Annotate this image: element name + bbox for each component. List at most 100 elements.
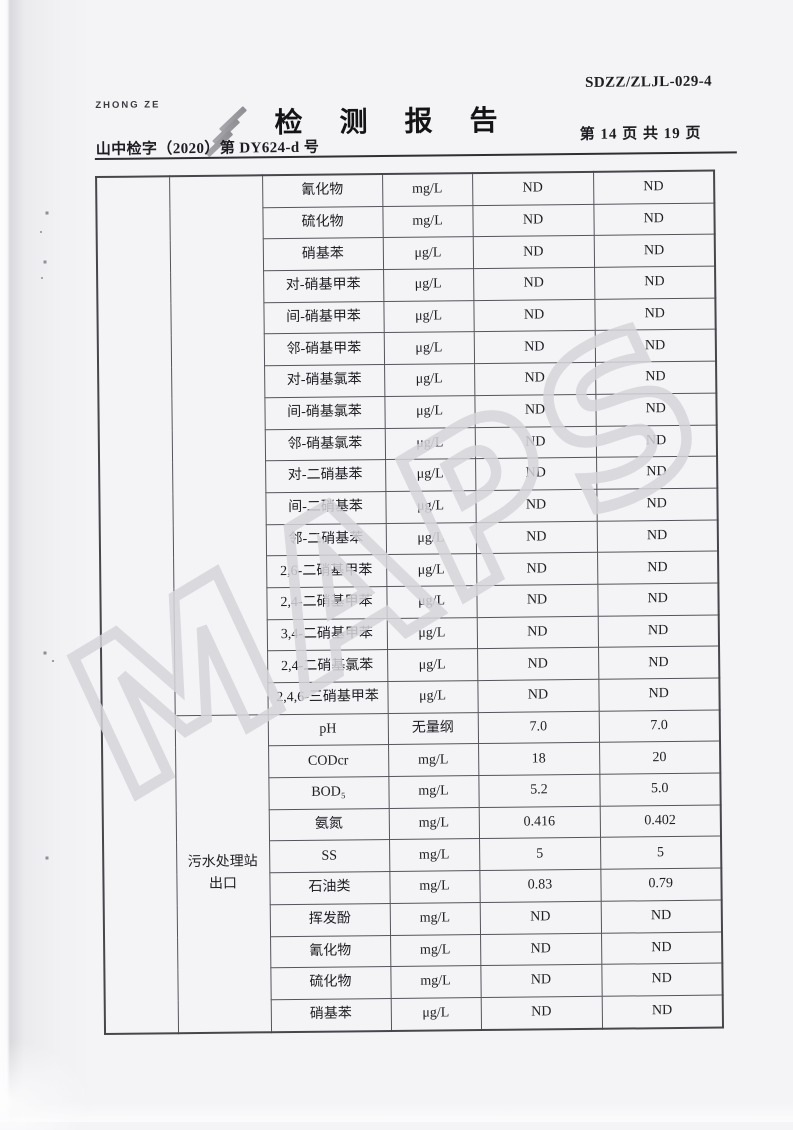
parameter-cell: 对-硝基氯苯: [264, 364, 385, 398]
parameter-cell: BOD₅: [268, 776, 389, 810]
unit-cell: μg/L: [385, 490, 476, 524]
parameter-cell: 2,6-二硝基甲苯: [266, 554, 387, 588]
results-table: 氰化物 mg/L ND ND 硫化物 mg/L ND ND 硝基苯 μg/L ND ND 对-硝基甲苯 μ…: [95, 169, 725, 1035]
value-2-cell: ND: [595, 392, 717, 426]
scan-left-shadow: [0, 0, 95, 1122]
parameter-cell: 石油类: [269, 871, 390, 905]
value-2-cell: ND: [601, 963, 723, 997]
unit-cell: mg/L: [382, 173, 473, 207]
parameter-cell: pH: [267, 713, 389, 747]
unit-cell: μg/L: [387, 680, 478, 714]
parameter-cell: 硝基苯: [262, 237, 384, 271]
parameter-cell: CODcr: [268, 744, 389, 778]
unit-cell: μg/L: [384, 395, 475, 429]
parameter-cell: 对-硝基甲苯: [263, 269, 384, 303]
value-2-cell: 5.0: [599, 773, 721, 807]
value-2-cell: 5: [600, 836, 722, 870]
parameter-cell: 2,4-二硝基甲苯: [266, 586, 387, 620]
value-1-cell: ND: [473, 267, 595, 301]
unit-cell: mg/L: [388, 743, 479, 777]
value-1-cell: ND: [476, 615, 599, 649]
unit-cell: mg/L: [389, 870, 480, 904]
unit-cell: μg/L: [384, 427, 476, 460]
value-2-cell: 20: [599, 741, 721, 775]
value-1-cell: 0.416: [478, 806, 601, 840]
value-2-cell: ND: [593, 170, 715, 205]
value-1-cell: ND: [476, 552, 598, 586]
sample-location-cell: 污水处理站 出口: [174, 714, 272, 1033]
value-1-cell: ND: [475, 520, 598, 554]
value-1-cell: ND: [472, 171, 594, 206]
value-2-cell: ND: [596, 487, 718, 521]
value-2-cell: ND: [600, 899, 723, 933]
page-number-info: 第 14 页 共 19 页: [579, 125, 702, 143]
value-2-cell: 0.79: [600, 868, 722, 902]
value-2-cell: ND: [595, 424, 718, 458]
parameter-cell: SS: [269, 839, 390, 873]
sample-location-line: 出口: [208, 876, 238, 892]
parameter-cell: 硫化物: [270, 966, 391, 1000]
unit-cell: μg/L: [386, 617, 478, 650]
parameter-cell: 邻-硝基甲苯: [263, 332, 385, 366]
parameter-cell: 邻-二硝基苯: [265, 523, 387, 557]
value-2-cell: ND: [597, 614, 720, 648]
sample-location-cell: [169, 175, 268, 716]
scan-bottom-shadow: [0, 1102, 793, 1122]
document-code: SDZZ/ZLJL-029-4: [585, 73, 713, 91]
parameter-cell: 邻-硝基氯苯: [264, 428, 386, 461]
unit-cell: mg/L: [389, 839, 480, 872]
unit-cell: μg/L: [383, 268, 474, 302]
value-1-cell: 5: [479, 837, 601, 871]
unit-cell: mg/L: [388, 775, 479, 809]
value-1-cell: ND: [472, 235, 595, 269]
parameter-cell: 间-二硝基苯: [265, 491, 386, 525]
value-2-cell: ND: [594, 297, 716, 331]
unit-cell: mg/L: [389, 902, 481, 936]
value-1-cell: ND: [477, 647, 599, 681]
paper-corner-highlight: [0, 1040, 90, 1130]
value-1-cell: 5.2: [478, 774, 600, 808]
sample-type-cell: [96, 176, 179, 1034]
value-1-cell: ND: [475, 457, 597, 491]
unit-cell: μg/L: [386, 585, 477, 619]
parameter-cell: 间-硝基甲苯: [263, 301, 384, 335]
value-1-cell: ND: [474, 394, 596, 428]
parameter-cell: 挥发酚: [269, 903, 391, 937]
scan-dust-specks: [0, 0, 2, 2]
value-2-cell: ND: [597, 582, 719, 616]
unit-cell: mg/L: [382, 205, 473, 238]
unit-cell: μg/L: [386, 553, 477, 587]
value-2-cell: ND: [595, 361, 717, 395]
value-2-cell: ND: [596, 456, 718, 490]
unit-cell: mg/L: [390, 934, 481, 967]
value-1-cell: ND: [480, 964, 602, 998]
value-1-cell: ND: [477, 679, 599, 713]
parameter-cell: 间-硝基氯苯: [264, 396, 385, 430]
value-1-cell: ND: [472, 204, 594, 237]
value-2-cell: ND: [601, 931, 723, 965]
unit-cell: mg/L: [390, 965, 481, 999]
value-1-cell: ND: [476, 584, 598, 618]
value-2-cell: 7.0: [598, 709, 721, 743]
parameter-cell: 2,4,6-三硝基甲苯: [267, 681, 388, 715]
value-2-cell: ND: [598, 678, 720, 711]
results-table-body: 氰化物 mg/L ND ND 硫化物 mg/L ND ND 硝基苯 μg/L ND ND 对-硝基甲苯 μ…: [96, 170, 724, 1034]
parameter-cell: 硝基苯: [270, 998, 392, 1032]
parameter-cell: 氨氮: [268, 808, 390, 842]
unit-cell: mg/L: [388, 807, 480, 840]
value-1-cell: 7.0: [477, 710, 600, 744]
value-2-cell: ND: [593, 202, 715, 236]
value-1-cell: ND: [480, 932, 602, 966]
parameter-cell: 硫化物: [262, 206, 383, 240]
unit-cell: 无量纲: [387, 712, 479, 745]
unit-cell: μg/L: [385, 522, 477, 555]
parameter-cell: 3,4-二硝基甲苯: [266, 618, 388, 652]
unit-cell: μg/L: [385, 458, 476, 492]
value-1-cell: ND: [480, 996, 603, 1030]
unit-cell: μg/L: [390, 997, 482, 1031]
value-1-cell: 18: [478, 742, 600, 776]
value-2-cell: ND: [596, 519, 719, 553]
parameter-cell: 2,4-二硝基氯苯: [267, 649, 388, 683]
unit-cell: μg/L: [387, 648, 478, 682]
